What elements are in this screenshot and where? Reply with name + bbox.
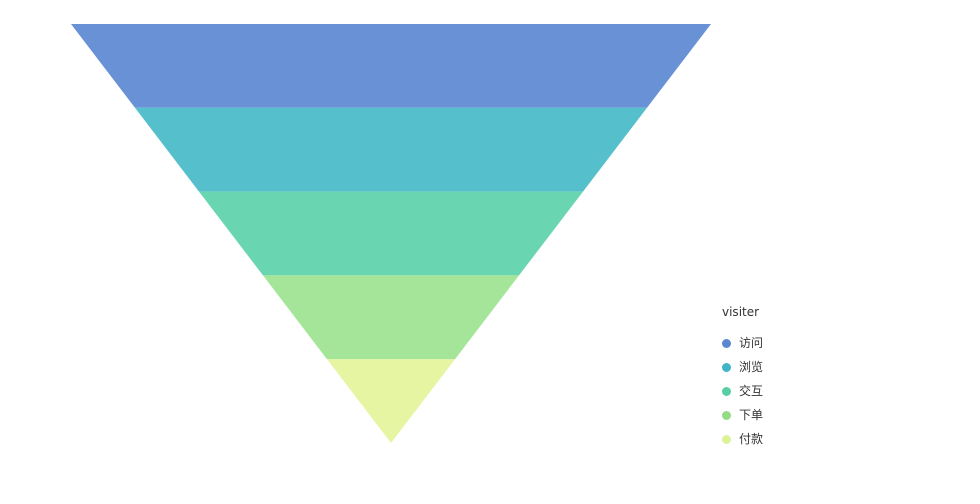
funnel-segment-5[interactable]: [327, 359, 455, 443]
legend-dot-icon: [722, 362, 731, 372]
funnel-segment-4[interactable]: [263, 275, 519, 360]
legend-dot-icon: [722, 386, 731, 396]
legend-dot-icon: [722, 338, 731, 348]
legend-label: 浏览: [739, 360, 764, 374]
legend-item-1[interactable]: 访问: [722, 331, 922, 355]
legend-title: visiter: [722, 305, 760, 319]
funnel-segment-3[interactable]: [199, 191, 583, 276]
legend-dot-icon: [722, 434, 731, 444]
funnel-segment-2[interactable]: [135, 107, 647, 192]
legend-item-2[interactable]: 浏览: [722, 355, 922, 379]
legend: visiter 访问浏览交互下单付款: [722, 303, 922, 451]
legend-label: 下单: [739, 408, 764, 422]
legend-label: 访问: [739, 336, 764, 350]
legend-label: 交互: [739, 384, 764, 398]
legend-label: 付款: [739, 432, 764, 446]
legend-dot-icon: [722, 410, 731, 420]
legend-item-5[interactable]: 付款: [722, 427, 922, 451]
legend-item-3[interactable]: 交互: [722, 379, 922, 403]
legend-item-4[interactable]: 下单: [722, 403, 922, 427]
funnel-segment-1[interactable]: [71, 24, 711, 108]
legend-items: 访问浏览交互下单付款: [722, 331, 922, 451]
